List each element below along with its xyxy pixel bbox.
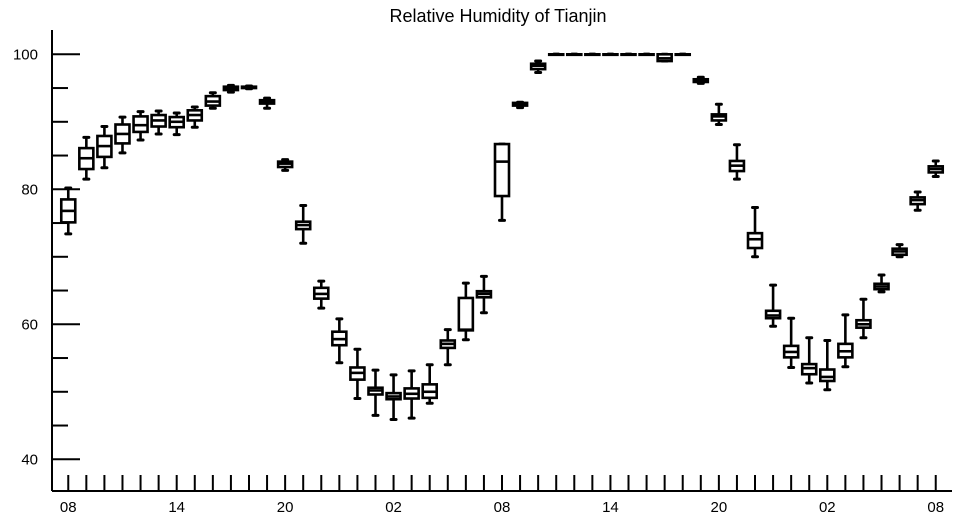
y-tick-label: 60 <box>21 316 38 333</box>
box-item <box>529 59 547 75</box>
x-tick-label: 02 <box>385 499 402 516</box>
y-tick-label: 80 <box>21 181 38 198</box>
box-item <box>638 52 655 57</box>
box-item <box>367 368 384 417</box>
box-item <box>204 91 222 110</box>
iqr-box <box>457 296 475 332</box>
x-tick-label: 08 <box>494 499 511 516</box>
box-item <box>692 75 710 85</box>
box-item <box>349 347 366 401</box>
box-item <box>475 274 493 315</box>
box-item <box>873 273 890 294</box>
box-item <box>855 297 872 340</box>
boxes-group <box>59 52 945 421</box>
box-item <box>565 52 583 57</box>
box-item <box>240 84 258 91</box>
x-tick-label: 02 <box>819 499 836 516</box>
box-item <box>728 143 746 181</box>
box-item <box>927 159 945 178</box>
x-tick-label: 14 <box>602 499 619 516</box>
box-item <box>96 125 113 170</box>
box-item <box>150 109 167 136</box>
box-item <box>602 52 619 57</box>
box-item <box>403 369 420 420</box>
box-item <box>457 281 475 342</box>
y-tick-label: 100 <box>13 46 38 63</box>
box-item <box>837 313 854 369</box>
box-item <box>222 83 240 94</box>
box-item <box>276 158 294 172</box>
box-item <box>819 338 836 392</box>
box-item <box>909 190 926 212</box>
box-item <box>782 316 800 369</box>
x-tick-label: 14 <box>168 499 185 516</box>
box-item <box>746 206 764 259</box>
box-item <box>312 279 330 310</box>
box-item <box>439 328 457 367</box>
box-item <box>710 102 728 126</box>
box-item <box>511 100 529 110</box>
box-item <box>891 243 908 259</box>
y-tick-label: 40 <box>21 451 38 468</box>
x-tick-label: 20 <box>277 499 294 516</box>
x-tick-label: 20 <box>711 499 728 516</box>
box-item <box>493 142 511 222</box>
iqr-box <box>493 142 511 198</box>
box-item <box>78 135 95 181</box>
axes: 40 60 80 100 08 14 20 02 08 14 20 02 08 <box>13 30 952 516</box>
box-item <box>186 105 204 129</box>
chart-title: Relative Humidity of Tianjin <box>389 6 606 26</box>
box-item <box>168 111 185 137</box>
box-item <box>547 52 565 57</box>
box-item <box>584 52 601 57</box>
iqr-box <box>819 368 836 383</box>
box-item <box>331 317 348 365</box>
iqr-box <box>746 231 764 250</box>
box-item <box>385 373 402 421</box>
box-item <box>800 336 818 385</box>
box-item <box>59 186 77 236</box>
box-item <box>764 283 782 328</box>
box-item <box>258 96 276 110</box>
x-tick-label: 08 <box>60 499 77 516</box>
box-item <box>674 52 692 57</box>
box-item <box>421 363 439 405</box>
box-item <box>620 52 637 57</box>
box-item <box>656 52 673 63</box>
box-item <box>132 110 149 142</box>
box-item <box>114 115 131 155</box>
box-item <box>294 203 312 245</box>
x-tick-label: 08 <box>927 499 944 516</box>
